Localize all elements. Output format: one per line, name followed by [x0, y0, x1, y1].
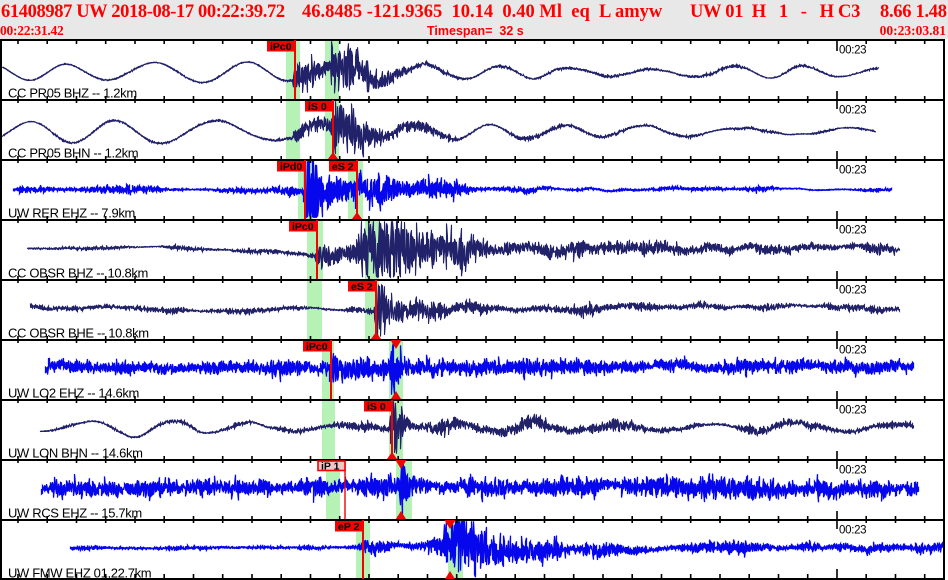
svg-text:00:23: 00:23 — [839, 45, 866, 57]
svg-text:iP 1: iP 1 — [321, 461, 340, 473]
svg-text:00:23: 00:23 — [839, 165, 866, 177]
svg-text:CC OBSR BHE -- 10.8km: CC OBSR BHE -- 10.8km — [8, 326, 149, 341]
svg-text:eS 2: eS 2 — [332, 161, 354, 173]
svg-text:UW LO2 EHZ -- 14.6km: UW LO2 EHZ -- 14.6km — [8, 386, 139, 401]
svg-text:00:23: 00:23 — [839, 405, 866, 417]
svg-text:00:23: 00:23 — [839, 525, 866, 537]
svg-text:CC PR05 BHZ -- 1.2km: CC PR05 BHZ -- 1.2km — [8, 86, 137, 101]
svg-text:eS 2: eS 2 — [351, 281, 373, 293]
svg-text:00:23: 00:23 — [839, 225, 866, 237]
svg-text:00:23: 00:23 — [839, 345, 866, 357]
svg-text:CC OBSR BHZ -- 10.8km: CC OBSR BHZ -- 10.8km — [8, 266, 148, 281]
svg-text:00:23: 00:23 — [839, 465, 866, 477]
svg-text:eP 2: eP 2 — [338, 521, 360, 533]
svg-text:00:23: 00:23 — [839, 105, 866, 117]
svg-text:UW FMW EHZ 01,22.7km: UW FMW EHZ 01,22.7km — [8, 566, 151, 580]
svg-text:UW RER EHZ -- 7.9km: UW RER EHZ -- 7.9km — [8, 206, 135, 221]
svg-text:UW RCS EHZ -- 15.7km: UW RCS EHZ -- 15.7km — [8, 506, 142, 521]
svg-text:iPc0: iPc0 — [306, 341, 328, 353]
svg-text:iPd0: iPd0 — [280, 161, 302, 173]
svg-text:CC PR05 BHN -- 1.2km: CC PR05 BHN -- 1.2km — [8, 146, 138, 161]
svg-text:00:23: 00:23 — [839, 285, 866, 297]
svg-text:iPc0: iPc0 — [292, 221, 314, 233]
svg-text:UW LON BHN -- 14.6km: UW LON BHN -- 14.6km — [8, 446, 143, 461]
svg-text:iS 0: iS 0 — [308, 101, 327, 113]
svg-text:iS 0: iS 0 — [367, 401, 386, 413]
svg-text:iPc0: iPc0 — [270, 41, 292, 53]
